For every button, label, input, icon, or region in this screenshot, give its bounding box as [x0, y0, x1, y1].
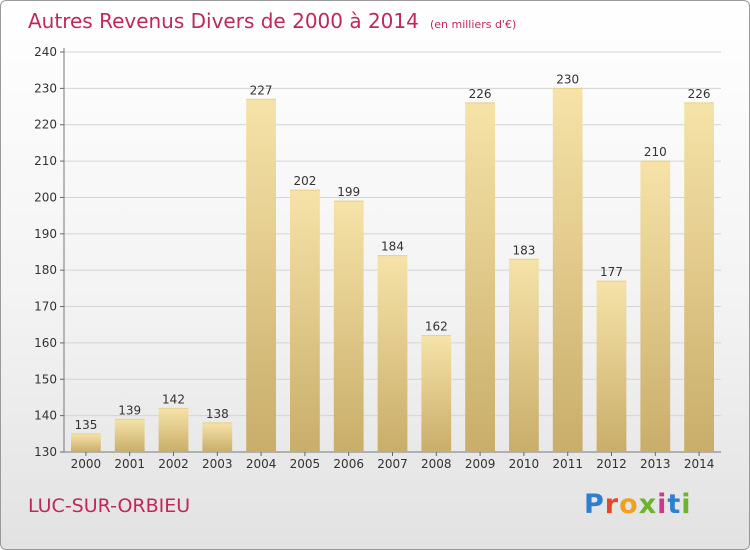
- y-tick-label: 190: [34, 227, 57, 241]
- data-label: 183: [512, 243, 535, 257]
- data-label: 138: [206, 407, 229, 421]
- bars: [71, 87, 714, 452]
- bar: [114, 419, 145, 452]
- title-row: Autres Revenus Divers de 2000 à 2014 (en…: [28, 9, 516, 33]
- bar: [333, 201, 364, 452]
- data-label: 210: [644, 145, 667, 159]
- bar: [202, 422, 233, 452]
- data-label: 162: [425, 320, 448, 334]
- x-tick-label: 2008: [421, 457, 452, 471]
- x-tick-label: 2013: [640, 457, 671, 471]
- logo-letter: i: [657, 489, 668, 520]
- axes: 130 140 150 160 170 180 190 200 210 220 230 240 2000…: [34, 45, 721, 471]
- data-label: 139: [118, 403, 141, 417]
- x-tick-label: 2010: [509, 457, 540, 471]
- commune-name: LUC-SUR-ORBIEU: [28, 495, 191, 517]
- y-tick-label: 240: [34, 45, 57, 59]
- bar: [290, 190, 320, 452]
- data-label: 135: [74, 418, 97, 432]
- y-tick-label: 130: [34, 445, 57, 459]
- y-tick-label: 140: [34, 409, 57, 423]
- x-tick-label: 2002: [158, 457, 189, 471]
- y-tick-label: 220: [34, 118, 57, 132]
- logo-letter: P: [584, 489, 605, 520]
- x-tick-label: 2012: [596, 457, 627, 471]
- y-tick-label: 170: [34, 300, 57, 314]
- bar: [421, 335, 452, 452]
- data-label: 227: [250, 83, 273, 97]
- data-label: 184: [381, 240, 404, 254]
- logo-letter: x: [638, 489, 658, 520]
- logo-letter: t: [667, 489, 682, 520]
- x-tick-label: 2011: [552, 457, 583, 471]
- bar: [246, 99, 276, 452]
- bar: [509, 259, 539, 452]
- x-tick-label: 2000: [71, 457, 102, 471]
- x-tick-label: 2004: [246, 457, 277, 471]
- chart-subtitle: (en milliers d'€): [429, 18, 517, 31]
- x-tick-label: 2005: [290, 457, 321, 471]
- x-tick-label: 2009: [465, 457, 496, 471]
- bar: [465, 102, 495, 452]
- x-tick-label: 2003: [202, 457, 233, 471]
- bar: [552, 88, 583, 452]
- logo-letter: i: [681, 489, 692, 520]
- bar: [596, 281, 627, 452]
- data-label: 226: [469, 87, 492, 101]
- logo-letter: r: [604, 489, 620, 520]
- bar: [71, 433, 101, 452]
- data-label: 230: [556, 72, 579, 86]
- bar: [158, 408, 189, 452]
- bar: [640, 161, 671, 452]
- bar: [684, 102, 714, 452]
- x-tick-label: 2007: [377, 457, 408, 471]
- data-label: 202: [293, 174, 316, 188]
- data-label: 199: [337, 185, 360, 199]
- proxiti-logo: Proxiti: [584, 489, 692, 520]
- data-label: 226: [688, 87, 711, 101]
- x-tick-label: 2014: [684, 457, 715, 471]
- y-tick-label: 180: [34, 263, 57, 277]
- logo-letter: o: [619, 489, 639, 520]
- bar: [377, 255, 408, 452]
- y-tick-label: 230: [34, 81, 57, 95]
- data-label: 142: [162, 392, 185, 406]
- data-label: 177: [600, 265, 623, 279]
- value-labels: 135 139 142 138 227 202 199 184 162 226 183 230 177 2…: [74, 72, 710, 431]
- y-tick-label: 150: [34, 372, 57, 386]
- x-tick-label: 2001: [114, 457, 145, 471]
- y-tick-label: 210: [34, 154, 57, 168]
- y-tick-label: 160: [34, 336, 57, 350]
- chart-title: Autres Revenus Divers de 2000 à 2014: [28, 9, 419, 33]
- y-tick-label: 200: [34, 190, 57, 204]
- x-tick-label: 2006: [333, 457, 364, 471]
